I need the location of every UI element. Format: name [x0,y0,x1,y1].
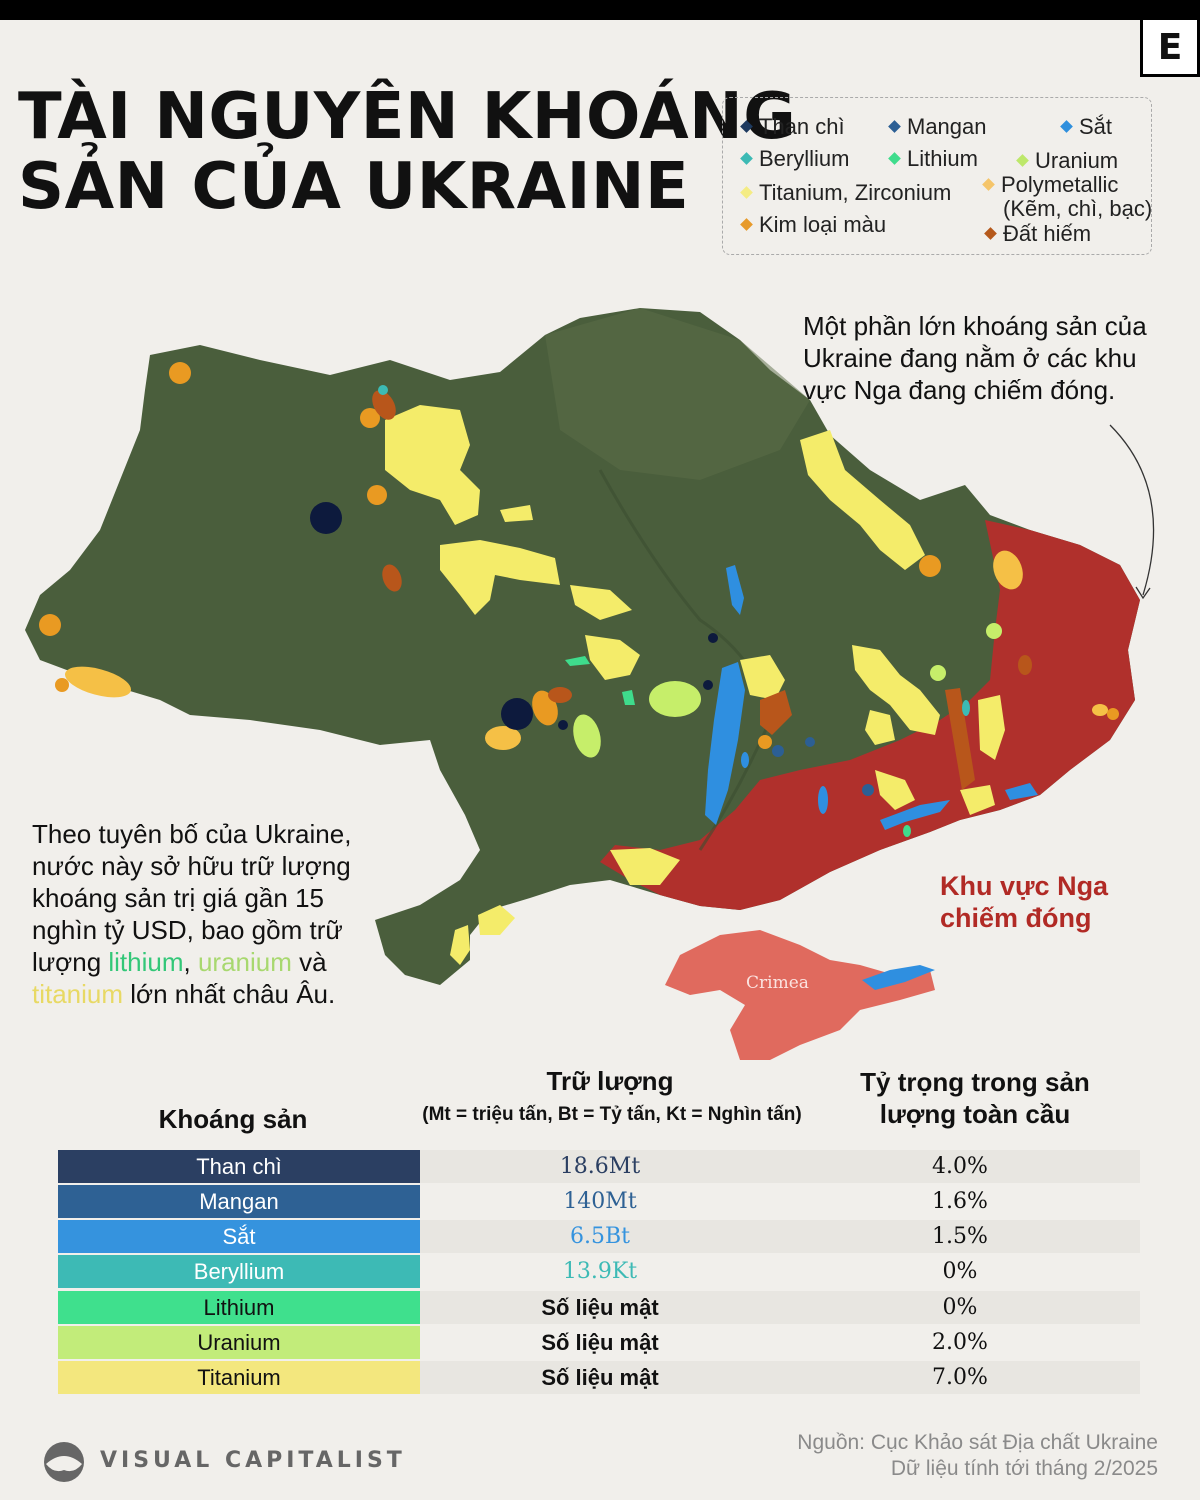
mineral-name: Sắt [58,1220,420,1253]
diamond-icon [984,226,997,240]
diamond-icon [1060,119,1073,133]
top-bar [0,0,1200,20]
beryllium-deposits [378,385,970,716]
legend-item-uranium: Uranium [1016,149,1118,173]
occupied-label: Khu vực Nga chiếm đóng [940,871,1109,933]
uranium-deposits [573,623,1002,758]
graphite-deposits [310,502,718,730]
rare-earth-deposits [372,390,1032,790]
brand-name: VISUAL CAPITALIST [100,1448,406,1473]
global-share-value: 1.6% [932,1189,988,1214]
table-row: Beryllium 13.9Kt 0% [58,1255,1140,1288]
mineral-name: Uranium [58,1326,420,1359]
occupied-region [600,520,1140,910]
legend-item-manganese: Mangan [888,115,987,139]
terrain-shading [545,308,810,480]
global-share-value: 0% [942,1295,978,1320]
diamond-icon [740,185,753,199]
global-share-value: 7.0% [932,1365,988,1390]
mineral-name: Titanium [58,1361,420,1394]
titanium-deposits [385,405,1005,965]
global-share-value: 2.0% [932,1330,988,1355]
polymetallic-deposits [64,550,1108,750]
global-share-value: 0% [942,1259,978,1284]
table-row: Uranium Số liệu mật 2.0% [58,1326,1140,1359]
table-row: Lithium Số liệu mật 0% [58,1291,1140,1324]
row-background [420,1185,1140,1218]
occupied-note: Một phần lớn khoáng sản của Ukraine đang… [803,311,1147,405]
mineral-name: Than chì [58,1150,420,1183]
page-title: TÀI NGUYÊN KHOÁNG SẢN CỦA UKRAINE [18,82,796,222]
row-background [420,1291,1140,1324]
row-background [420,1220,1140,1253]
global-share-value: 4.0% [932,1154,988,1179]
source-note: Nguồn: Cục Khảo sát Địa chất Ukraine Dữ … [797,1431,1158,1480]
non-ferrous-deposits [39,362,1119,749]
diamond-icon [982,177,995,191]
diamond-icon [740,119,753,133]
arrow-head-icon [1135,586,1151,600]
row-background [420,1361,1140,1394]
crimea-label: Crimea [746,973,809,993]
global-share-value: 1.5% [932,1224,988,1249]
reserves-value: Số liệu mật [541,1365,659,1390]
title-line-2: SẢN CỦA UKRAINE [18,150,690,224]
diamond-icon [740,217,753,231]
lithium-deposits [565,656,911,837]
legend-item-beryllium: Beryllium [740,147,849,171]
reserves-value: Số liệu mật [541,1295,659,1320]
legend-item-rare-earth: Đất hiếm [984,222,1091,246]
reserves-value: 13.9Kt [562,1259,638,1284]
header-reserves: Trữ lượng [546,1066,674,1096]
diamond-icon [888,119,901,133]
table-row: Titanium Số liệu mật 7.0% [58,1361,1140,1394]
annotation-arrow [1109,424,1155,596]
header-mineral: Khoáng sản [158,1104,308,1134]
brand-logo: E [1140,20,1200,77]
diamond-icon [740,151,753,165]
mineral-name: Lithium [58,1291,420,1324]
legend-item-polymetallic: Polymetallic (Kẽm, chì, bạc) [982,173,1152,221]
titanium-highlight: titanium [32,979,124,1009]
claim-note: Theo tuyên bố của Ukraine, nước này sở h… [32,819,352,1009]
reserves-value: 140Mt [563,1189,637,1214]
table-row: Mangan 140Mt 1.6% [58,1185,1140,1218]
diamond-icon [1016,153,1029,167]
header-global-share: Tỷ trọng trong sản lượng toàn cầu [860,1067,1090,1129]
reserves-value: 18.6Mt [559,1154,641,1179]
manganese-deposits [772,737,874,796]
table-row: Sắt 6.5Bt 1.5% [58,1220,1140,1253]
legend-item-iron: Sắt [1060,115,1112,139]
iron-deposits [705,565,1038,990]
mineral-name: Mangan [58,1185,420,1218]
row-background [420,1150,1140,1183]
row-background [420,1326,1140,1359]
lithium-highlight: lithium [108,947,184,977]
legend-item-lithium: Lithium [888,147,978,171]
table-row: Than chì 18.6Mt 4.0% [58,1150,1140,1183]
header-reserves-units: (Mt = triệu tấn, Bt = Tỷ tấn, Kt = Nghìn… [422,1104,802,1125]
row-background [420,1255,1140,1288]
mineral-name: Beryllium [58,1255,420,1288]
ukraine-map: Crimea [25,308,1155,1060]
uranium-highlight: uranium [197,947,292,977]
legend [722,97,1152,255]
reserves-value: 6.5Bt [570,1224,630,1249]
title-line-1: TÀI NGUYÊN KHOÁNG [18,80,797,154]
legend-item-graphite: Than chì [740,115,845,139]
reserves-value: Số liệu mật [541,1330,659,1355]
diamond-icon [888,151,901,165]
legend-item-titanium: Titanium, Zirconium [740,181,951,205]
legend-item-non-ferrous: Kim loại màu [740,213,886,237]
visual-capitalist-logo-icon [44,1442,84,1482]
crimea-region [665,930,935,1060]
